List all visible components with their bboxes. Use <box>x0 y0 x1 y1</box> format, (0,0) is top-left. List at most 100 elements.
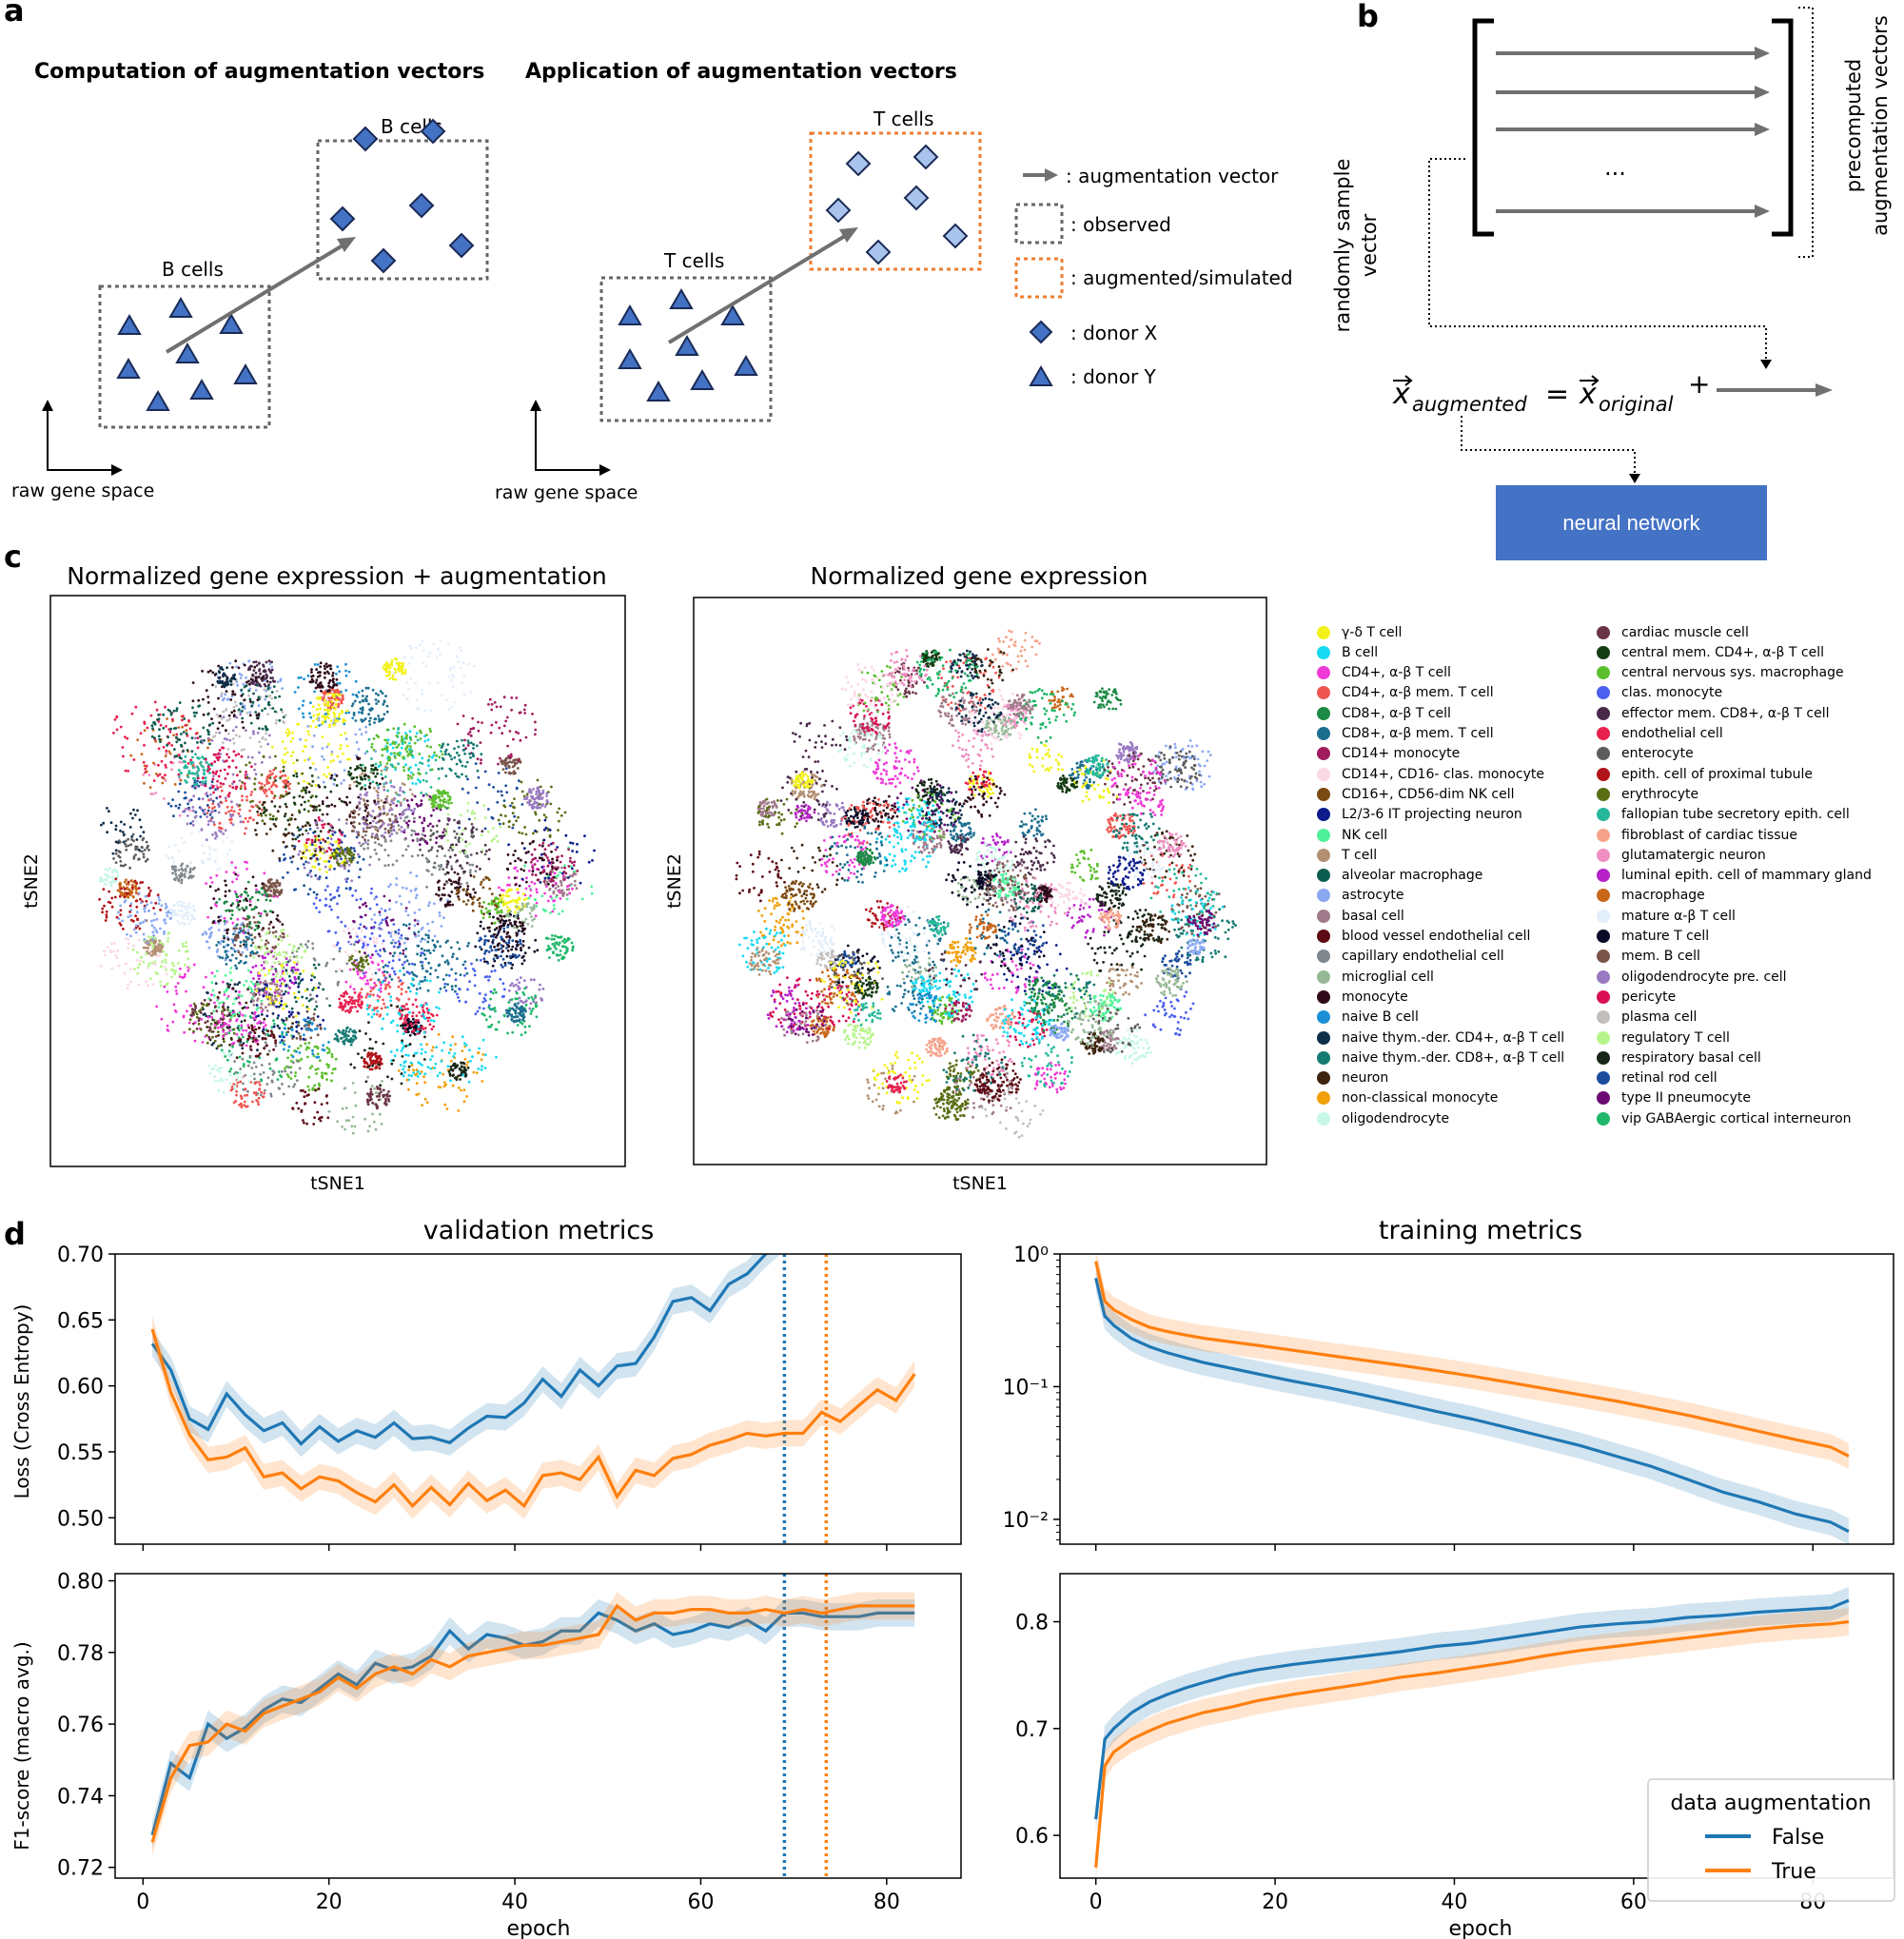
donor-y-points-left <box>116 297 258 411</box>
augmentation-vector-right <box>667 234 847 344</box>
tsne-cluster <box>920 649 941 668</box>
legend-label: alveolar macrophage <box>1342 868 1483 884</box>
legend-color-dot <box>1317 970 1330 984</box>
legend-item: luminal epith. cell of mammary gland <box>1597 866 1872 886</box>
legend-color-dot <box>1317 727 1330 740</box>
axes-indicator-right <box>535 404 606 471</box>
tsne-cluster <box>1149 865 1219 924</box>
triangle-marker <box>618 348 642 369</box>
tsne-cluster <box>971 648 1014 689</box>
tsne-cluster <box>504 1002 527 1024</box>
tsne-cluster <box>958 774 1007 818</box>
legend-label: epith. cell of proximal tubule <box>1621 766 1813 782</box>
tsne-cluster <box>507 976 545 1010</box>
legend-item: regulatory T cell <box>1597 1028 1730 1048</box>
legend-item: mature T cell <box>1597 927 1709 947</box>
legend-item: CD14+, CD16- clas. monocyte <box>1317 764 1544 784</box>
tsne-cluster <box>100 807 146 855</box>
chart-frame <box>114 1253 962 1545</box>
axis-arrowhead <box>530 400 541 411</box>
diamond-marker <box>420 118 446 145</box>
legend-color-dot <box>1597 970 1610 984</box>
tsne-cluster <box>901 956 937 989</box>
tsne-cluster <box>825 825 889 884</box>
tsne-cluster <box>795 919 836 957</box>
legend-label: cardiac muscle cell <box>1621 624 1749 640</box>
tsne-cluster <box>952 728 994 769</box>
tsne-cluster <box>1087 918 1150 972</box>
legend-color-dot <box>1317 909 1330 923</box>
legend-color-dot <box>1317 645 1330 659</box>
validation-loss-chart: 0.50 0.55 0.60 0.65 0.70 <box>57 1244 962 1551</box>
tsne-cluster <box>925 1036 949 1058</box>
legend-item: respiratory basal cell <box>1597 1048 1761 1067</box>
tsne-cluster <box>365 1086 391 1110</box>
legend-label: γ-δ T cell <box>1342 624 1403 640</box>
x-tick-label: 60 <box>1620 1890 1647 1914</box>
legend-item: central mem. CD4+, α-β T cell <box>1597 642 1824 662</box>
tsne-cluster <box>911 975 932 994</box>
legend-label: CD4+, α-β T cell <box>1342 665 1451 681</box>
legend-item: naive B cell <box>1317 1008 1419 1028</box>
diamond-marker <box>903 185 930 211</box>
legend-label: microglial cell <box>1342 969 1434 985</box>
precomputed-vector-heads <box>1755 47 1770 218</box>
tsne-cluster <box>443 958 506 1016</box>
panel-c: Normalized gene expression + augmentatio… <box>21 562 1267 1194</box>
tsne-cluster <box>1085 754 1109 778</box>
y-tick-label: 0.8 <box>1015 1612 1049 1635</box>
augmentation-equation: x augmented = x original + <box>1392 368 1710 416</box>
training-loss-chart: 10⁰ 10⁻¹ 10⁻² <box>1003 1244 1894 1551</box>
tsne-cluster <box>232 911 285 958</box>
legend-color-dot <box>1597 706 1610 720</box>
sample-path-arrowhead <box>1760 360 1772 369</box>
triangle-marker <box>219 313 244 334</box>
tsne-cluster <box>207 967 264 1019</box>
diamond-marker <box>942 223 969 249</box>
legend-label: CD8+, α-β mem. T cell <box>1342 726 1494 741</box>
legend-color-dot <box>1597 645 1610 659</box>
label-randomly-sample: randomly sample <box>1331 159 1354 333</box>
observed-box-upper-left <box>316 139 489 281</box>
label-t-cells-upper: T cells <box>873 108 933 130</box>
chart-frame <box>1059 1573 1894 1879</box>
series-confidence-band-false <box>152 1599 915 1850</box>
legend-color-dot <box>1317 930 1330 943</box>
axis-arrowhead <box>42 400 53 411</box>
tsne-cluster <box>170 862 196 885</box>
augmented-box-upper-right <box>809 131 982 271</box>
tsne-cluster <box>1144 988 1195 1037</box>
tsne-cluster <box>333 1026 358 1047</box>
tsne-cluster <box>1049 1022 1070 1042</box>
tsne-cluster <box>830 950 884 1005</box>
tsne-cluster <box>197 746 253 798</box>
tsne-cluster <box>1001 994 1054 1047</box>
tsne-cluster <box>1018 808 1049 837</box>
series-confidence-band-true <box>1095 1608 1849 1878</box>
chart-title-validation: validation metrics <box>423 1216 655 1245</box>
series-line-false <box>1094 1277 1850 1534</box>
y-tick-label: 0.80 <box>57 1571 104 1595</box>
legend-label: non-classical monocyte <box>1342 1090 1499 1107</box>
series-line-false <box>1094 1598 1850 1820</box>
legend-color-dot <box>1317 1071 1330 1086</box>
tsne-cluster <box>735 850 786 903</box>
tsne-cluster <box>98 877 163 930</box>
tsne-cluster <box>1110 754 1167 805</box>
legend-label: macrophage <box>1621 888 1705 904</box>
label-augmentation-vectors: augmentation vectors <box>1869 15 1892 236</box>
tsne-cluster <box>969 908 1023 957</box>
augmentation-vector-left <box>165 244 344 354</box>
tsne-cluster <box>1089 1007 1142 1054</box>
triangle-marker <box>669 288 694 309</box>
tsne-cluster <box>507 818 596 888</box>
tsne-cluster <box>927 914 950 938</box>
legend-item: astrocyte <box>1317 886 1403 906</box>
y-tick-label: 0.50 <box>57 1507 104 1531</box>
tsne-scatter-left <box>98 638 596 1135</box>
tsne-cluster <box>168 900 197 927</box>
panel-a-title-right: Application of augmentation vectors <box>525 60 957 84</box>
panel-letter-c: c <box>4 539 22 575</box>
augmentation-vector-right-head <box>839 227 858 243</box>
